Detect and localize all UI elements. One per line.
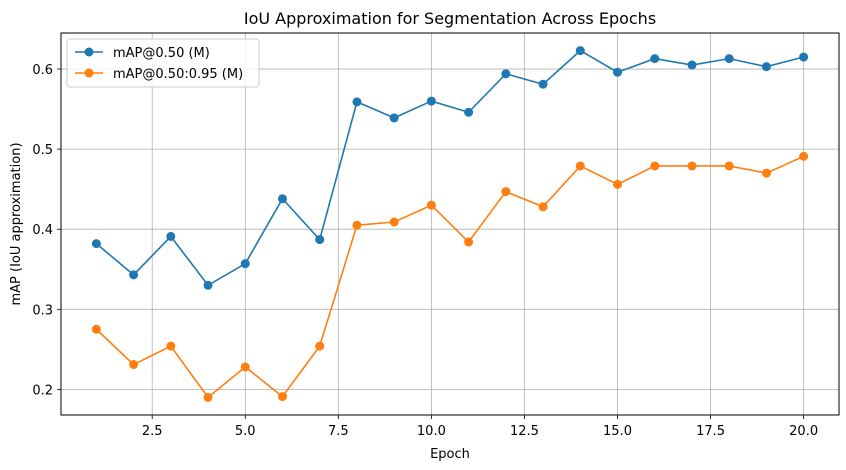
- x-tick-label: 15.0: [603, 424, 632, 439]
- data-point: [315, 341, 325, 351]
- x-tick-label: 5.0: [235, 424, 256, 439]
- series-line-1: [95, 49, 804, 287]
- legend-box: [66, 38, 260, 88]
- data-point: [687, 161, 697, 171]
- series-line-2: [95, 155, 804, 399]
- data-point: [650, 161, 660, 171]
- data-point: [575, 46, 585, 56]
- data-point: [203, 392, 213, 402]
- data-point: [799, 52, 809, 62]
- data-point: [389, 217, 399, 227]
- x-tick-label: 17.5: [696, 424, 725, 439]
- data-point: [538, 79, 548, 89]
- data-point: [538, 202, 548, 212]
- data-point: [277, 392, 287, 402]
- x-tick-label: 7.5: [328, 424, 349, 439]
- data-point: [426, 200, 436, 210]
- data-point: [277, 194, 287, 204]
- data-point: [650, 54, 660, 64]
- x-tick-label: 20.0: [789, 424, 818, 439]
- data-point: [761, 62, 771, 72]
- data-point: [352, 97, 362, 107]
- data-point: [464, 237, 474, 247]
- data-point: [613, 179, 623, 189]
- data-point: [91, 239, 101, 249]
- data-point: [389, 113, 399, 123]
- legend-label: mAP@0.50 (M): [113, 46, 210, 61]
- data-point: [166, 231, 176, 241]
- data-point: [203, 280, 213, 290]
- x-tick-label: 2.5: [142, 424, 163, 439]
- data-point: [575, 161, 585, 171]
- data-point: [724, 161, 734, 171]
- legend: mAP@0.50 (M) mAP@0.50:0.95 (M): [66, 38, 260, 88]
- data-point: [315, 235, 325, 245]
- ticks: 2.5 5.0 7.5 10.0 12.5 15.0 17.5 20.0 0.2 0.3 0.4 0.…: [32, 63, 818, 439]
- y-tick-label: 0.5: [32, 143, 53, 158]
- data-point: [240, 362, 250, 372]
- data-point: [464, 107, 474, 117]
- y-axis-title: mAP (IoU approximation): [9, 142, 24, 305]
- data-point: [129, 270, 139, 280]
- legend-marker: [84, 47, 94, 57]
- data-point: [240, 259, 250, 269]
- y-tick-label: 0.3: [32, 303, 53, 318]
- data-point: [501, 69, 511, 79]
- plot-frame: [60, 32, 840, 416]
- grid: [61, 33, 839, 415]
- data-point: [799, 151, 809, 161]
- x-tick-label: 12.5: [510, 424, 539, 439]
- data-point: [613, 67, 623, 77]
- data-point: [91, 324, 101, 334]
- series-group: [91, 46, 809, 402]
- data-point: [166, 341, 176, 351]
- legend-label: mAP@0.50:0.95 (M): [113, 67, 243, 82]
- data-point: [761, 168, 771, 178]
- y-tick-label: 0.2: [32, 383, 53, 398]
- data-point: [687, 60, 697, 70]
- x-tick-label: 10.0: [417, 424, 446, 439]
- y-tick-label: 0.4: [32, 223, 53, 238]
- y-tick-label: 0.6: [32, 63, 53, 78]
- chart-title: IoU Approximation for Segmentation Acros…: [244, 9, 656, 28]
- data-point: [501, 187, 511, 197]
- data-point: [426, 96, 436, 106]
- data-point: [724, 54, 734, 64]
- data-point: [352, 220, 362, 230]
- legend-marker: [84, 68, 94, 78]
- x-axis-title: Epoch: [430, 447, 470, 462]
- data-point: [129, 360, 139, 370]
